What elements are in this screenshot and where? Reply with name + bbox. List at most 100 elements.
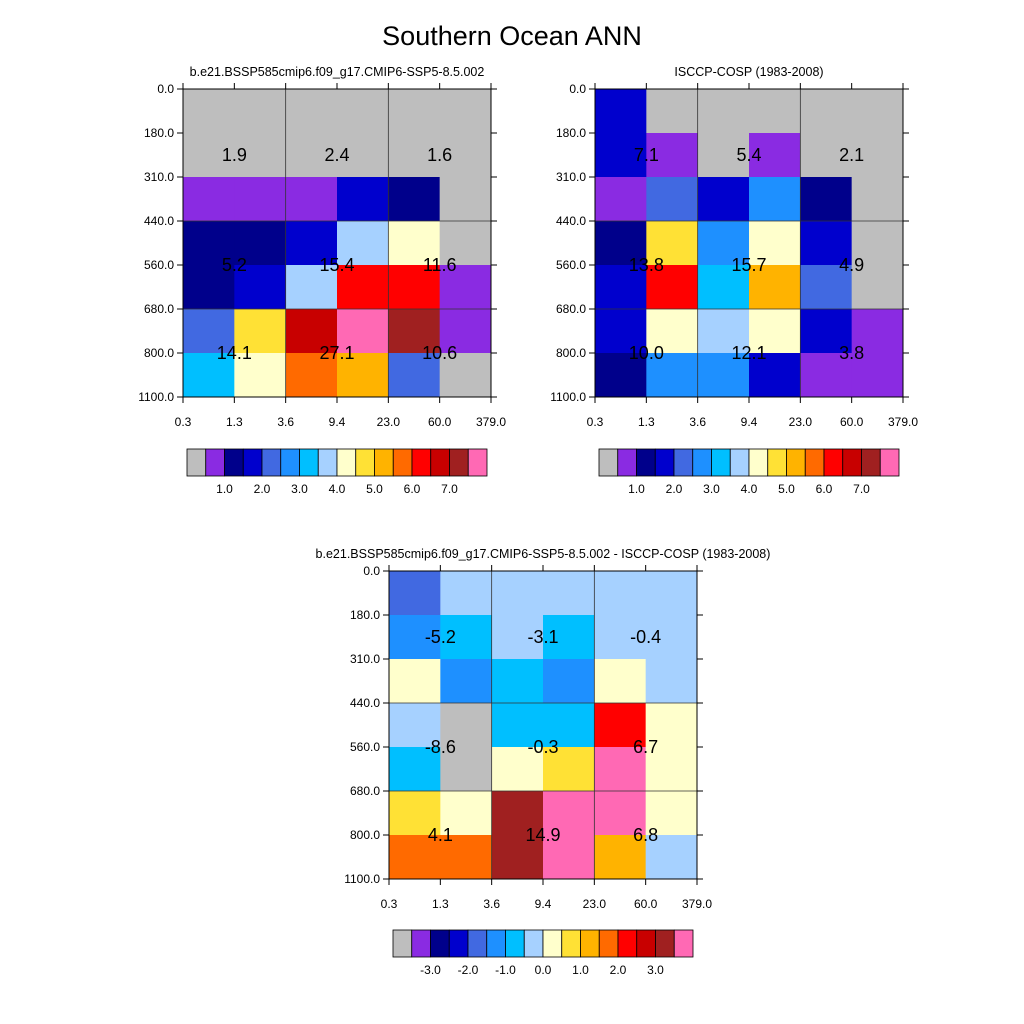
heatmap-cell (388, 309, 441, 354)
heatmap-cell (646, 89, 699, 134)
heatmap-cell (645, 615, 698, 660)
colorbar-swatch (636, 448, 656, 477)
heatmap-cell (183, 353, 235, 398)
y-tick-label: 180.0 (144, 126, 174, 140)
panel-subtitle: b.e21.BSSP585cmip6.f09_g17.CMIP6-SSP5-8.… (190, 65, 485, 79)
heatmap-cell (851, 89, 904, 134)
x-tick-label: 9.4 (329, 415, 346, 429)
colorbar-swatch (505, 929, 525, 958)
x-tick-label: 0.3 (587, 415, 604, 429)
colorbar-tick-label: 1.0 (628, 482, 645, 496)
colorbar-tick-label: 1.0 (216, 482, 233, 496)
cell-value-label: 4.9 (839, 255, 864, 275)
colorbar-swatch (598, 929, 619, 958)
heatmap-cell (388, 221, 441, 266)
heatmap-cell (543, 703, 595, 748)
cell-value-label: 27.1 (319, 343, 354, 363)
cell-value-label: -0.3 (527, 737, 558, 757)
heatmap-cell (234, 221, 287, 266)
heatmap-cell (388, 89, 441, 134)
colorbar-swatch (673, 929, 694, 958)
heatmap-cell (389, 703, 441, 748)
colorbar-swatch (467, 448, 488, 477)
heatmap-cell (491, 659, 544, 704)
heatmap-cell (645, 571, 698, 616)
colorbar-swatch (561, 929, 581, 958)
heatmap-cell (439, 89, 492, 134)
colorbar-swatch (486, 929, 506, 958)
x-tick-label: 60.0 (428, 415, 452, 429)
colorbar-swatch (355, 448, 375, 477)
panel-obs: ISCCP-COSP (1983-2008) 0.0 180.0 310.0 440.0… (550, 65, 918, 496)
heatmap-cell (800, 133, 853, 178)
heatmap-cell (285, 265, 338, 310)
heatmap-cell (440, 835, 493, 880)
heatmap-cell (851, 177, 904, 222)
heatmap-cell (439, 353, 492, 398)
x-tick-label: 23.0 (377, 415, 401, 429)
heatmap-cell (388, 177, 441, 222)
heatmap-cell (697, 265, 750, 310)
heatmap-cell (439, 133, 492, 178)
heatmap-cell (749, 221, 801, 266)
colorbar-tick-label: 3.0 (291, 482, 308, 496)
heatmap-cell (234, 353, 287, 398)
colorbar-swatch (336, 448, 357, 477)
colorbar-swatch (392, 929, 413, 958)
heatmap-cell (389, 835, 441, 880)
y-tick-label: 440.0 (556, 214, 586, 228)
y-tick-label: 680.0 (144, 302, 174, 316)
heatmap-cell (697, 309, 750, 354)
heatmap-cell (749, 353, 801, 398)
heatmap-cell (800, 309, 853, 354)
colorbar-tick-label: 6.0 (404, 482, 421, 496)
heatmap-cell (234, 177, 287, 222)
heatmap-cell (183, 265, 235, 310)
panel-subtitle: b.e21.BSSP585cmip6.f09_g17.CMIP6-SSP5-8.… (316, 547, 771, 561)
heatmap-cell (800, 265, 853, 310)
heatmap-cell (594, 659, 647, 704)
cell-value-label: 10.6 (422, 343, 457, 363)
heatmap-cell (183, 89, 235, 134)
cell-value-label: 15.7 (731, 255, 766, 275)
cell-value-label: 15.4 (319, 255, 354, 275)
heatmap-cell (285, 177, 338, 222)
colorbar-tick-label: 6.0 (816, 482, 833, 496)
heatmap-cell (337, 353, 389, 398)
cell-value-label: 4.1 (428, 825, 453, 845)
heatmap-cell (389, 615, 441, 660)
heatmap-cell (285, 89, 338, 134)
heatmap-cell (543, 835, 595, 880)
colorbar-swatch (654, 448, 675, 477)
cell-value-label: 5.2 (222, 255, 247, 275)
colorbar-swatch (786, 448, 806, 477)
cell-value-label: 11.6 (423, 255, 457, 275)
heatmap-cell (491, 791, 544, 836)
colorbar-swatch (711, 448, 731, 477)
colorbar-swatch (542, 929, 563, 958)
colorbar-swatch (804, 448, 825, 477)
colorbar-swatch (861, 448, 881, 477)
colorbar-tick-label: 2.0 (610, 963, 627, 977)
panel-subtitle: ISCCP-COSP (1983-2008) (674, 65, 823, 79)
heatmap-cell (543, 659, 595, 704)
y-tick-label: 0.0 (363, 564, 380, 578)
heatmap-cell (440, 791, 493, 836)
colorbar-tick-label: -3.0 (420, 963, 441, 977)
y-tick-label: 0.0 (157, 82, 174, 96)
y-tick-label: 180.0 (556, 126, 586, 140)
heatmap-cell (440, 571, 493, 616)
heatmap-cell (337, 221, 389, 266)
heatmap-cell (595, 309, 647, 354)
heatmap-cell (645, 747, 698, 792)
x-tick-label: 0.3 (381, 897, 398, 911)
heatmap-cell (749, 309, 801, 354)
y-tick-label: 440.0 (144, 214, 174, 228)
colorbar-tick-label: 5.0 (366, 482, 383, 496)
cell-value-label: -3.1 (527, 627, 558, 647)
colorbar-swatch (692, 448, 712, 477)
colorbar-swatch (186, 448, 207, 477)
colorbar-swatch (280, 448, 300, 477)
x-tick-label: 23.0 (789, 415, 813, 429)
y-tick-label: 310.0 (144, 170, 174, 184)
